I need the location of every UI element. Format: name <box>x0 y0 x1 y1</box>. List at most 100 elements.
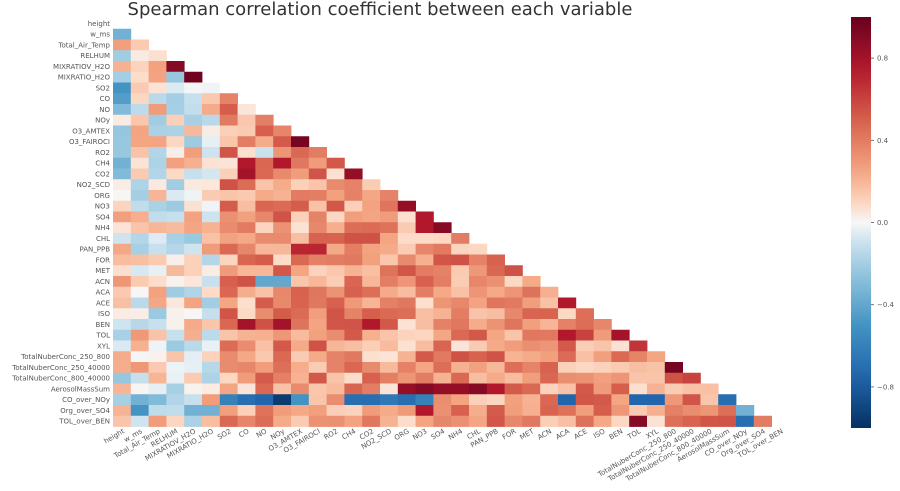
heatmap-cell <box>166 93 185 105</box>
heatmap-cell <box>397 329 416 341</box>
heatmap-cell <box>540 286 559 298</box>
column-label: CH4 <box>341 427 358 442</box>
heatmap-cell <box>166 222 185 234</box>
row-label: PAN_PPB <box>79 246 110 254</box>
heatmap-cell <box>433 372 452 384</box>
heatmap-cell <box>362 200 381 212</box>
heatmap-cell <box>326 222 345 234</box>
heatmap-cell <box>130 351 149 363</box>
heatmap-cell <box>308 222 327 234</box>
heatmap-cell <box>148 104 167 116</box>
heatmap-cell <box>486 405 505 417</box>
heatmap-cell <box>451 372 470 384</box>
row-label: NO <box>99 106 110 114</box>
heatmap-cell <box>397 200 416 212</box>
heatmap-cell <box>504 319 523 331</box>
heatmap-cell <box>362 340 381 352</box>
heatmap-cell <box>202 179 221 191</box>
column-label: FOR <box>501 427 518 441</box>
heatmap-cell <box>255 265 274 277</box>
heatmap-cell <box>219 340 238 352</box>
heatmap-cell <box>237 190 256 202</box>
row-label: NH4 <box>95 224 111 232</box>
heatmap-cell <box>308 319 327 331</box>
heatmap-cell <box>202 93 221 105</box>
heatmap-cell <box>504 340 523 352</box>
heatmap-cell <box>202 254 221 266</box>
heatmap-cell <box>397 362 416 374</box>
heatmap-cell <box>184 254 203 266</box>
heatmap-cell <box>113 50 132 62</box>
heatmap-cell <box>344 351 363 363</box>
heatmap-cell <box>415 340 434 352</box>
heatmap-cell <box>130 329 149 341</box>
heatmap-cell <box>326 190 345 202</box>
heatmap-cell <box>255 114 274 126</box>
heatmap-cell <box>202 147 221 159</box>
heatmap-cell <box>202 383 221 395</box>
heatmap-cell <box>664 405 683 417</box>
heatmap-cell <box>113 71 132 83</box>
heatmap-cell <box>148 415 167 427</box>
heatmap-cell <box>362 190 381 202</box>
heatmap-cell <box>273 340 292 352</box>
heatmap-cell <box>575 405 594 417</box>
heatmap-cell <box>184 114 203 126</box>
heatmap-cell <box>255 329 274 341</box>
heatmap-cell <box>291 297 310 309</box>
column-label: ACA <box>554 427 571 441</box>
heatmap-cell <box>415 243 434 255</box>
heatmap-cell <box>113 383 132 395</box>
heatmap-cell <box>184 276 203 288</box>
heatmap-cell <box>326 157 345 169</box>
heatmap-cell <box>184 297 203 309</box>
heatmap-cell <box>344 383 363 395</box>
heatmap-cell <box>273 125 292 137</box>
heatmap-cell <box>184 82 203 94</box>
heatmap-cell <box>202 114 221 126</box>
heatmap-cell <box>326 233 345 245</box>
heatmap-cell <box>647 415 666 427</box>
heatmap-cell <box>184 340 203 352</box>
heatmap-cell <box>113 136 132 148</box>
heatmap-cell <box>362 233 381 245</box>
heatmap-cell <box>344 362 363 374</box>
heatmap-cell <box>255 340 274 352</box>
heatmap-cell <box>273 222 292 234</box>
heatmap-cell <box>166 351 185 363</box>
heatmap-cell <box>130 415 149 427</box>
heatmap-cell <box>148 125 167 137</box>
heatmap-cell <box>575 308 594 320</box>
heatmap-cell <box>326 383 345 395</box>
heatmap-cell <box>184 93 203 105</box>
heatmap-cell <box>326 340 345 352</box>
heatmap-cell <box>344 276 363 288</box>
heatmap-cell <box>451 362 470 374</box>
heatmap-cell <box>273 276 292 288</box>
heatmap-cell <box>273 405 292 417</box>
heatmap-cell <box>148 394 167 406</box>
heatmap-cell <box>504 297 523 309</box>
row-label: RO2 <box>95 149 110 157</box>
heatmap-cell <box>148 254 167 266</box>
heatmap-cell <box>291 243 310 255</box>
heatmap-cell <box>219 329 238 341</box>
heatmap-cell <box>219 276 238 288</box>
heatmap-cell <box>397 243 416 255</box>
heatmap-cell <box>700 415 719 427</box>
heatmap-cell <box>255 222 274 234</box>
heatmap-cell <box>219 415 238 427</box>
heatmap-cell <box>148 222 167 234</box>
heatmap-cell <box>433 340 452 352</box>
heatmap-cell <box>486 276 505 288</box>
heatmap-cell <box>344 286 363 298</box>
heatmap-cell <box>397 286 416 298</box>
heatmap-cell <box>113 39 132 51</box>
heatmap-cell <box>362 286 381 298</box>
heatmap-cell <box>469 383 488 395</box>
heatmap-cell <box>629 362 648 374</box>
heatmap-cell <box>219 383 238 395</box>
heatmap-cell <box>397 308 416 320</box>
heatmap-cell <box>433 362 452 374</box>
heatmap-cell <box>682 383 701 395</box>
